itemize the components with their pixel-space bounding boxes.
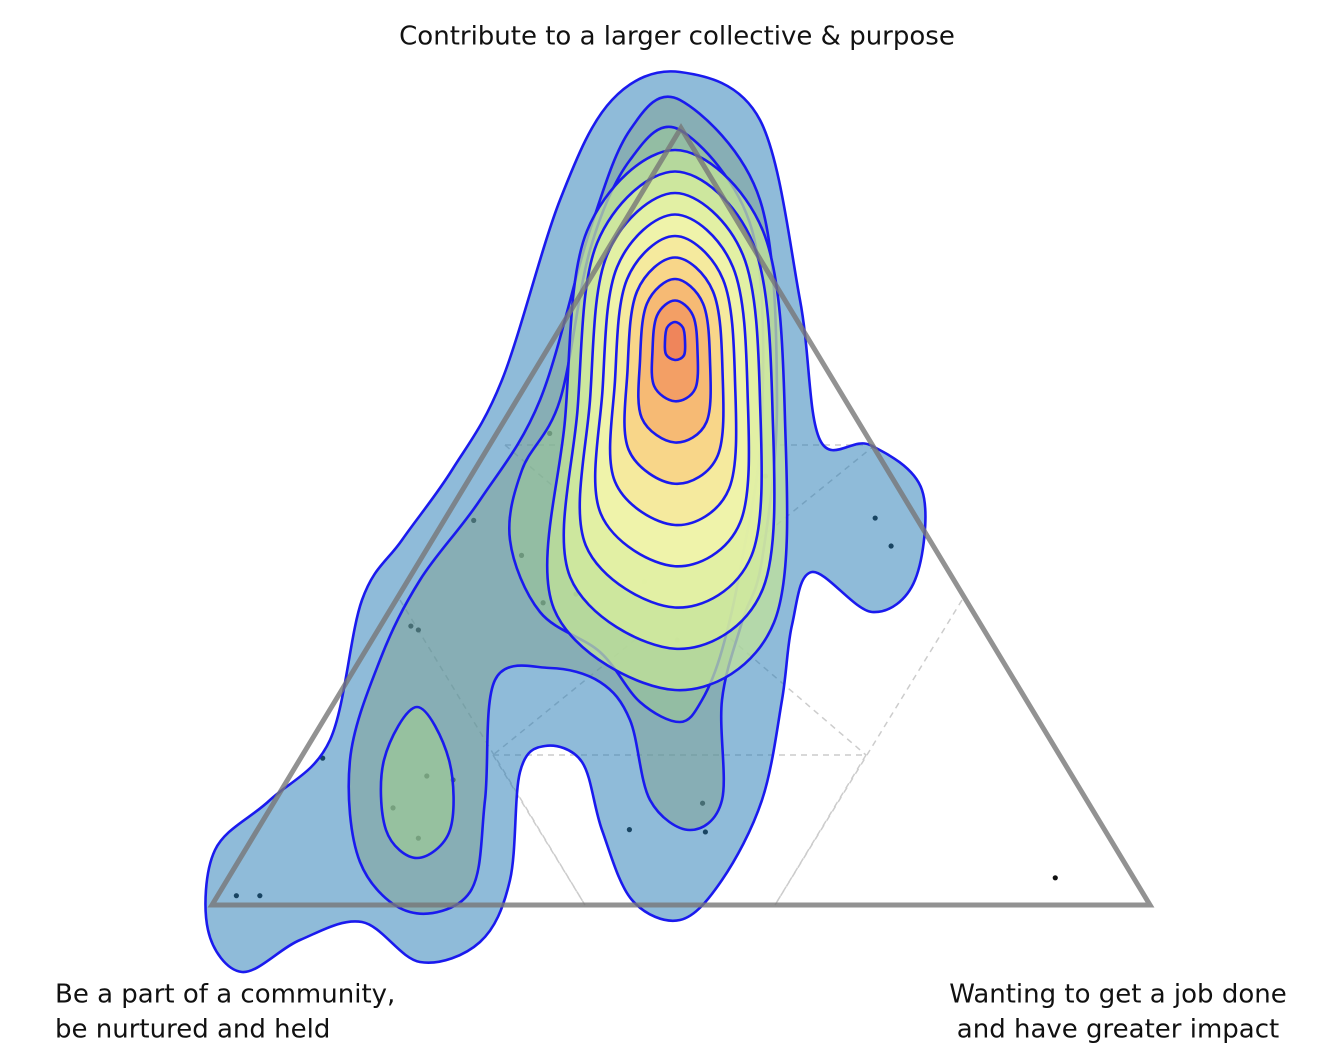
left-label: Be a part of a community, bbox=[55, 980, 395, 1010]
grid-line bbox=[774, 754, 867, 906]
right-label: Wanting to get a job done bbox=[949, 980, 1286, 1010]
point bbox=[1052, 875, 1058, 881]
left-label: be nurtured and held bbox=[55, 1015, 330, 1045]
right-label: and have greater impact bbox=[957, 1015, 1279, 1045]
density-contours bbox=[204, 70, 927, 974]
triangle-frame bbox=[207, 123, 1155, 908]
contour bbox=[379, 705, 455, 860]
grid-line bbox=[774, 599, 963, 906]
top-label: Contribute to a larger collective & purp… bbox=[399, 22, 955, 52]
contour bbox=[663, 320, 687, 362]
grid-line bbox=[492, 754, 586, 906]
